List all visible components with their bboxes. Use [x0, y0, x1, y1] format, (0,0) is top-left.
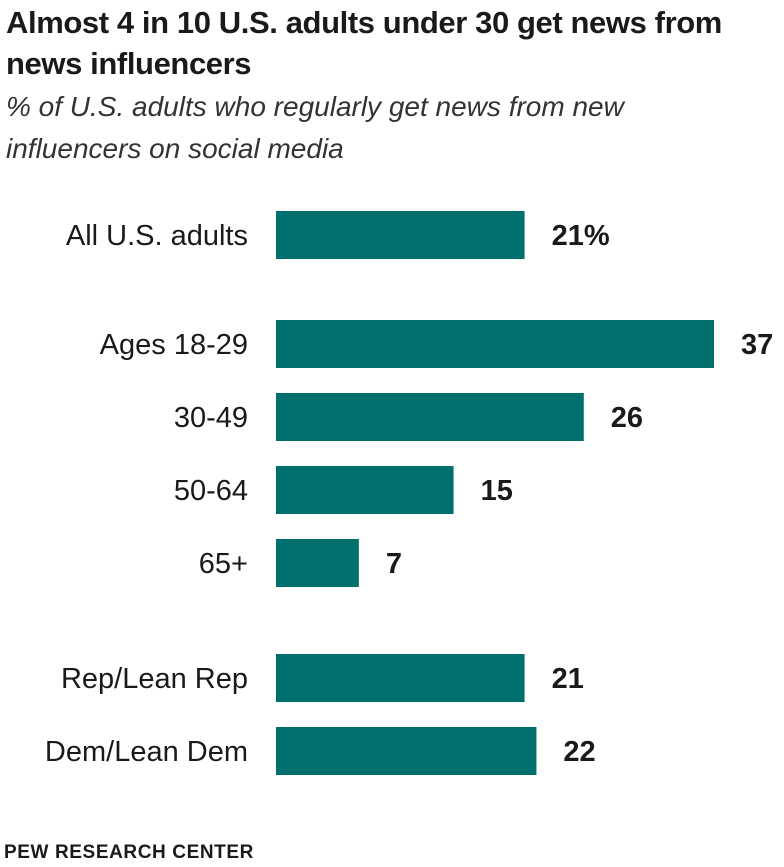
- category-label-dem-lean-dem: Dem/Lean Dem: [45, 736, 248, 768]
- category-label-ages-18-29: Ages 18-29: [100, 329, 248, 361]
- category-label-rep-lean-rep: Rep/Lean Rep: [61, 663, 248, 695]
- chart-title: Almost 4 in 10 U.S. adults under 30 get …: [6, 5, 722, 81]
- chart-subtitle: % of U.S. adults who regularly get news …: [6, 91, 624, 164]
- bar-30-49: [276, 393, 584, 441]
- value-label-dem-lean-dem: 22: [563, 736, 595, 768]
- bar-65: [276, 539, 359, 587]
- bar-50-64: [276, 466, 454, 514]
- value-label-ages-18-29: 37: [741, 329, 773, 361]
- value-label-all-u-s-adults: 21%: [552, 220, 610, 252]
- bar-ages-18-29: [276, 320, 714, 368]
- value-label-50-64: 15: [481, 475, 513, 507]
- value-label-rep-lean-rep: 21: [552, 663, 584, 695]
- bar-rep-lean-rep: [276, 654, 525, 702]
- bar-all-u-s-adults: [276, 211, 525, 259]
- value-label-65: 7: [386, 548, 402, 580]
- bar-dem-lean-dem: [276, 727, 537, 775]
- category-label-50-64: 50-64: [174, 475, 248, 507]
- category-label-all-u-s-adults: All U.S. adults: [66, 220, 248, 252]
- value-label-30-49: 26: [611, 402, 643, 434]
- source-credit: PEW RESEARCH CENTER: [4, 842, 254, 863]
- category-label-30-49: 30-49: [174, 402, 248, 434]
- category-label-65: 65+: [199, 548, 248, 580]
